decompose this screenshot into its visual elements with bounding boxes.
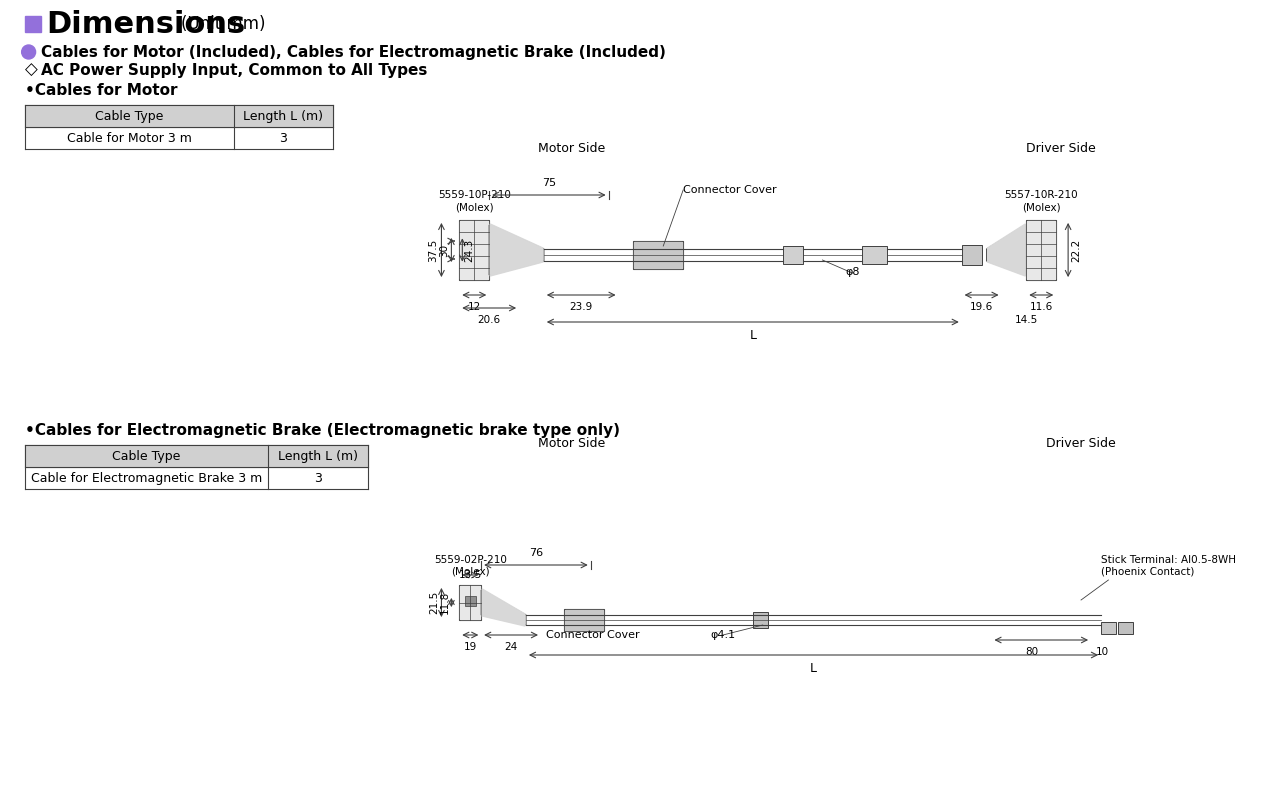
Bar bbox=[1027, 220, 1056, 280]
Text: 80: 80 bbox=[1025, 647, 1038, 657]
Bar bbox=[635, 242, 682, 268]
Bar bbox=[24, 16, 41, 32]
Text: Connector Cover: Connector Cover bbox=[545, 630, 640, 640]
Text: 23.9: 23.9 bbox=[570, 302, 593, 312]
Bar bbox=[961, 245, 982, 265]
Text: 21.5: 21.5 bbox=[430, 591, 439, 614]
Bar bbox=[753, 612, 768, 628]
Text: 5557-10R-210
(Molex): 5557-10R-210 (Molex) bbox=[1005, 190, 1078, 212]
Bar bbox=[24, 105, 333, 127]
Text: 24.3: 24.3 bbox=[465, 238, 475, 262]
Text: 11.8: 11.8 bbox=[439, 591, 449, 614]
Text: 3: 3 bbox=[279, 131, 287, 145]
Bar bbox=[782, 246, 803, 264]
Text: 10: 10 bbox=[1096, 647, 1108, 657]
Text: Cable for Motor 3 m: Cable for Motor 3 m bbox=[67, 131, 192, 145]
Text: Cables for Motor (Included), Cables for Electromagnetic Brake (Included): Cables for Motor (Included), Cables for … bbox=[41, 45, 666, 60]
Text: 19: 19 bbox=[463, 642, 477, 652]
Text: 14.5: 14.5 bbox=[1015, 315, 1038, 325]
Text: 20.6: 20.6 bbox=[477, 315, 500, 325]
Bar bbox=[1101, 622, 1116, 634]
Text: ◇: ◇ bbox=[24, 61, 37, 79]
Text: Dimensions: Dimensions bbox=[46, 10, 246, 38]
Text: Motor Side: Motor Side bbox=[538, 142, 605, 154]
Bar bbox=[634, 241, 684, 269]
Text: 22.2: 22.2 bbox=[1071, 238, 1082, 262]
Text: 5559-02P-210
(Molex): 5559-02P-210 (Molex) bbox=[434, 556, 507, 577]
Text: 24: 24 bbox=[504, 642, 517, 652]
Text: 37.5: 37.5 bbox=[429, 238, 439, 262]
Text: 19.6: 19.6 bbox=[970, 302, 993, 312]
Text: L: L bbox=[810, 662, 817, 675]
Text: 11.6: 11.6 bbox=[1029, 302, 1053, 312]
Bar bbox=[460, 220, 489, 280]
Text: Stick Terminal: AI0.5-8WH
(Phoenix Contact): Stick Terminal: AI0.5-8WH (Phoenix Conta… bbox=[1101, 556, 1236, 577]
Text: Driver Side: Driver Side bbox=[1046, 436, 1116, 449]
Text: (Unit mm): (Unit mm) bbox=[180, 15, 265, 33]
Text: AC Power Supply Input, Common to All Types: AC Power Supply Input, Common to All Typ… bbox=[41, 63, 428, 77]
Text: L: L bbox=[749, 329, 756, 342]
Text: φ8: φ8 bbox=[845, 267, 859, 277]
Text: •Cables for Electromagnetic Brake (Electromagnetic brake type only): •Cables for Electromagnetic Brake (Elect… bbox=[24, 422, 620, 437]
Polygon shape bbox=[988, 224, 1025, 276]
Text: 3: 3 bbox=[314, 471, 323, 484]
Text: Length L (m): Length L (m) bbox=[243, 110, 324, 122]
Text: Cable for Electromagnetic Brake 3 m: Cable for Electromagnetic Brake 3 m bbox=[31, 471, 262, 484]
Bar bbox=[1117, 622, 1133, 634]
Text: 13.5: 13.5 bbox=[458, 570, 481, 580]
Bar bbox=[465, 595, 476, 606]
Bar bbox=[563, 609, 604, 631]
Text: Connector Cover: Connector Cover bbox=[684, 185, 777, 195]
Polygon shape bbox=[490, 224, 543, 276]
Text: 30: 30 bbox=[439, 243, 449, 257]
Text: Cable Type: Cable Type bbox=[113, 449, 180, 463]
Bar bbox=[24, 445, 367, 467]
Bar bbox=[1028, 221, 1055, 279]
Bar bbox=[564, 610, 603, 630]
Bar bbox=[863, 246, 887, 264]
Polygon shape bbox=[483, 589, 525, 626]
Text: Motor Side: Motor Side bbox=[538, 436, 605, 449]
Text: 12: 12 bbox=[467, 302, 481, 312]
Text: Cable Type: Cable Type bbox=[95, 110, 164, 122]
Text: 76: 76 bbox=[529, 548, 543, 558]
Text: 5559-10P-210
(Molex): 5559-10P-210 (Molex) bbox=[438, 190, 511, 212]
Circle shape bbox=[22, 45, 36, 59]
Text: Length L (m): Length L (m) bbox=[278, 449, 358, 463]
Bar bbox=[461, 221, 488, 279]
Bar bbox=[461, 586, 480, 619]
Text: Driver Side: Driver Side bbox=[1027, 142, 1096, 154]
Text: φ4.1: φ4.1 bbox=[710, 630, 736, 640]
Bar bbox=[460, 585, 481, 620]
Text: •Cables for Motor: •Cables for Motor bbox=[24, 83, 177, 98]
Text: 75: 75 bbox=[541, 178, 556, 188]
